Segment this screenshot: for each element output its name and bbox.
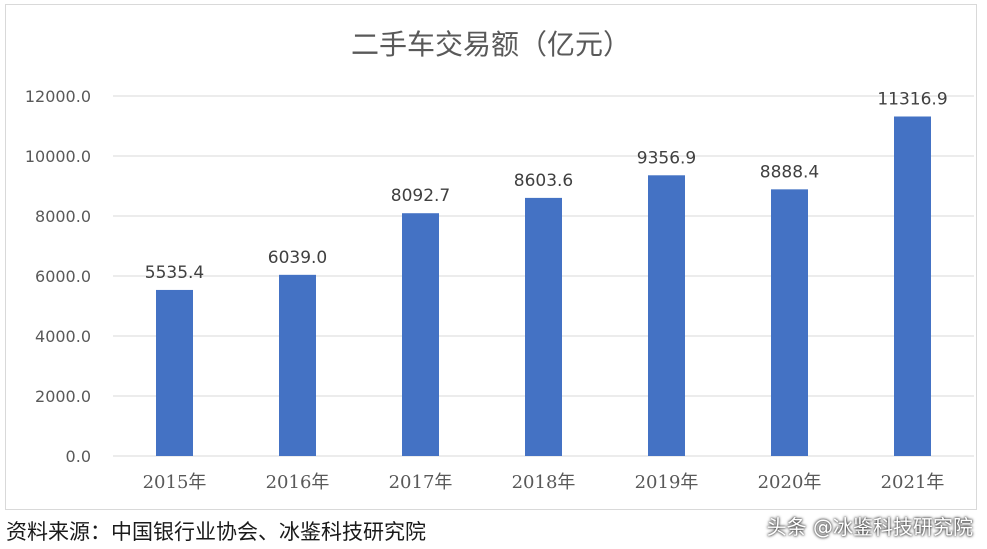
- data-label: 8603.6: [514, 171, 573, 191]
- x-tick-label: 2021年: [881, 472, 945, 493]
- bar: [156, 289, 193, 456]
- x-tick-label: 2016年: [266, 472, 330, 493]
- y-tick-label: 8000.0: [35, 207, 91, 226]
- bar: [894, 116, 931, 457]
- x-tick-label: 2019年: [635, 472, 699, 493]
- bar-chart: 二手车交易额（亿元） 0.0 2000.0 4000.0 6000.0 8000.0 10…: [25, 28, 974, 493]
- x-tick-label: 2020年: [758, 472, 822, 493]
- bar: [279, 274, 316, 456]
- y-tick-label: 2000.0: [35, 387, 91, 406]
- chart-frame: 二手车交易额（亿元） 0.0 2000.0 4000.0 6000.0 8000.0 10…: [5, 4, 977, 510]
- data-label: 8092.7: [391, 186, 450, 206]
- x-tick-label: 2017年: [389, 472, 453, 493]
- data-label: 6039.0: [268, 248, 327, 268]
- y-tick-label: 6000.0: [35, 267, 91, 286]
- watermark: 头条 @冰鉴科技研究院: [766, 515, 973, 539]
- y-tick-label: 4000.0: [35, 327, 91, 346]
- data-label: 5535.4: [145, 263, 204, 283]
- y-tick-label: 12000.0: [25, 87, 91, 106]
- bar: [525, 197, 562, 456]
- chart-title: 二手车交易额（亿元）: [351, 28, 631, 61]
- bar: [648, 175, 685, 456]
- bar: [771, 189, 808, 456]
- data-label: 9356.9: [637, 148, 696, 168]
- x-tick-label: 2015年: [143, 472, 207, 493]
- y-tick-label: 0.0: [66, 447, 91, 466]
- y-tick-label: 10000.0: [25, 147, 91, 166]
- x-tick-label: 2018年: [512, 472, 576, 493]
- data-label: 11316.9: [877, 89, 947, 109]
- bar: [402, 213, 439, 456]
- data-label: 8888.4: [760, 162, 819, 182]
- source-note: 资料来源：中国银行业协会、冰鉴科技研究院: [6, 520, 426, 544]
